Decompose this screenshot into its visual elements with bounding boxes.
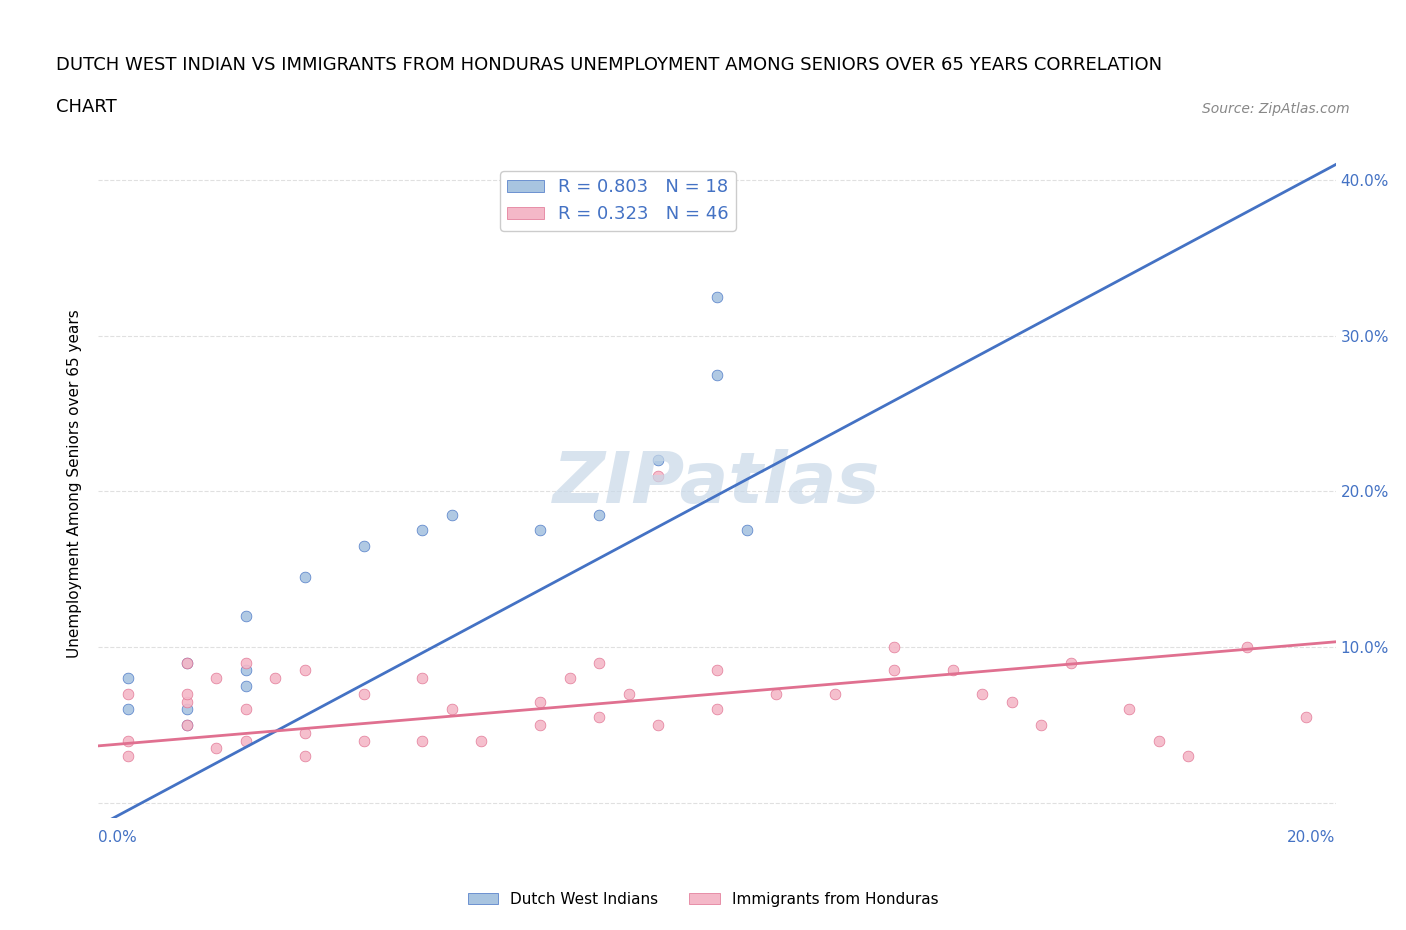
Point: [588, 507, 610, 522]
Point: [824, 686, 846, 701]
Point: [706, 702, 728, 717]
Point: [647, 718, 669, 733]
Point: [972, 686, 994, 701]
Point: [117, 702, 139, 717]
Point: [176, 656, 198, 671]
Point: [176, 702, 198, 717]
Point: [176, 718, 198, 733]
Point: [706, 663, 728, 678]
Point: [1118, 702, 1140, 717]
Point: [411, 523, 433, 538]
Point: [706, 367, 728, 382]
Text: 0.0%: 0.0%: [98, 830, 138, 844]
Point: [117, 733, 139, 748]
Y-axis label: Unemployment Among Seniors over 65 years: Unemployment Among Seniors over 65 years: [67, 310, 83, 658]
Point: [942, 663, 965, 678]
Point: [353, 538, 375, 553]
Point: [588, 710, 610, 724]
Point: [205, 741, 228, 756]
Point: [235, 733, 257, 748]
Point: [558, 671, 581, 685]
Point: [294, 569, 316, 584]
Point: [529, 718, 551, 733]
Point: [1147, 733, 1170, 748]
Point: [765, 686, 787, 701]
Point: [235, 663, 257, 678]
Point: [617, 686, 640, 701]
Point: [235, 656, 257, 671]
Text: Source: ZipAtlas.com: Source: ZipAtlas.com: [1202, 102, 1350, 116]
Point: [411, 733, 433, 748]
Point: [883, 640, 905, 655]
Point: [117, 671, 139, 685]
Point: [647, 469, 669, 484]
Point: [1177, 749, 1199, 764]
Text: ZIPatlas: ZIPatlas: [554, 449, 880, 518]
Point: [883, 663, 905, 678]
Point: [353, 686, 375, 701]
Text: CHART: CHART: [56, 99, 117, 116]
Point: [529, 523, 551, 538]
Point: [117, 749, 139, 764]
Point: [264, 671, 287, 685]
Point: [205, 671, 228, 685]
Point: [294, 725, 316, 740]
Point: [647, 453, 669, 468]
Point: [1059, 656, 1081, 671]
Point: [735, 523, 758, 538]
Point: [353, 733, 375, 748]
Point: [706, 289, 728, 304]
Point: [1236, 640, 1258, 655]
Point: [1029, 718, 1052, 733]
Point: [411, 671, 433, 685]
Point: [176, 686, 198, 701]
Point: [1001, 694, 1024, 709]
Point: [529, 694, 551, 709]
Point: [440, 507, 463, 522]
Point: [176, 656, 198, 671]
Point: [235, 608, 257, 623]
Point: [235, 702, 257, 717]
Point: [117, 686, 139, 701]
Point: [440, 702, 463, 717]
Text: 20.0%: 20.0%: [1288, 830, 1336, 844]
Point: [1295, 710, 1317, 724]
Point: [235, 679, 257, 694]
Point: [470, 733, 492, 748]
Point: [176, 718, 198, 733]
Point: [294, 663, 316, 678]
Text: DUTCH WEST INDIAN VS IMMIGRANTS FROM HONDURAS UNEMPLOYMENT AMONG SENIORS OVER 65: DUTCH WEST INDIAN VS IMMIGRANTS FROM HON…: [56, 57, 1163, 74]
Legend: Dutch West Indians, Immigrants from Honduras: Dutch West Indians, Immigrants from Hond…: [461, 886, 945, 913]
Point: [588, 656, 610, 671]
Point: [294, 749, 316, 764]
Point: [176, 694, 198, 709]
Legend: R = 0.803   N = 18, R = 0.323   N = 46: R = 0.803 N = 18, R = 0.323 N = 46: [501, 171, 735, 231]
